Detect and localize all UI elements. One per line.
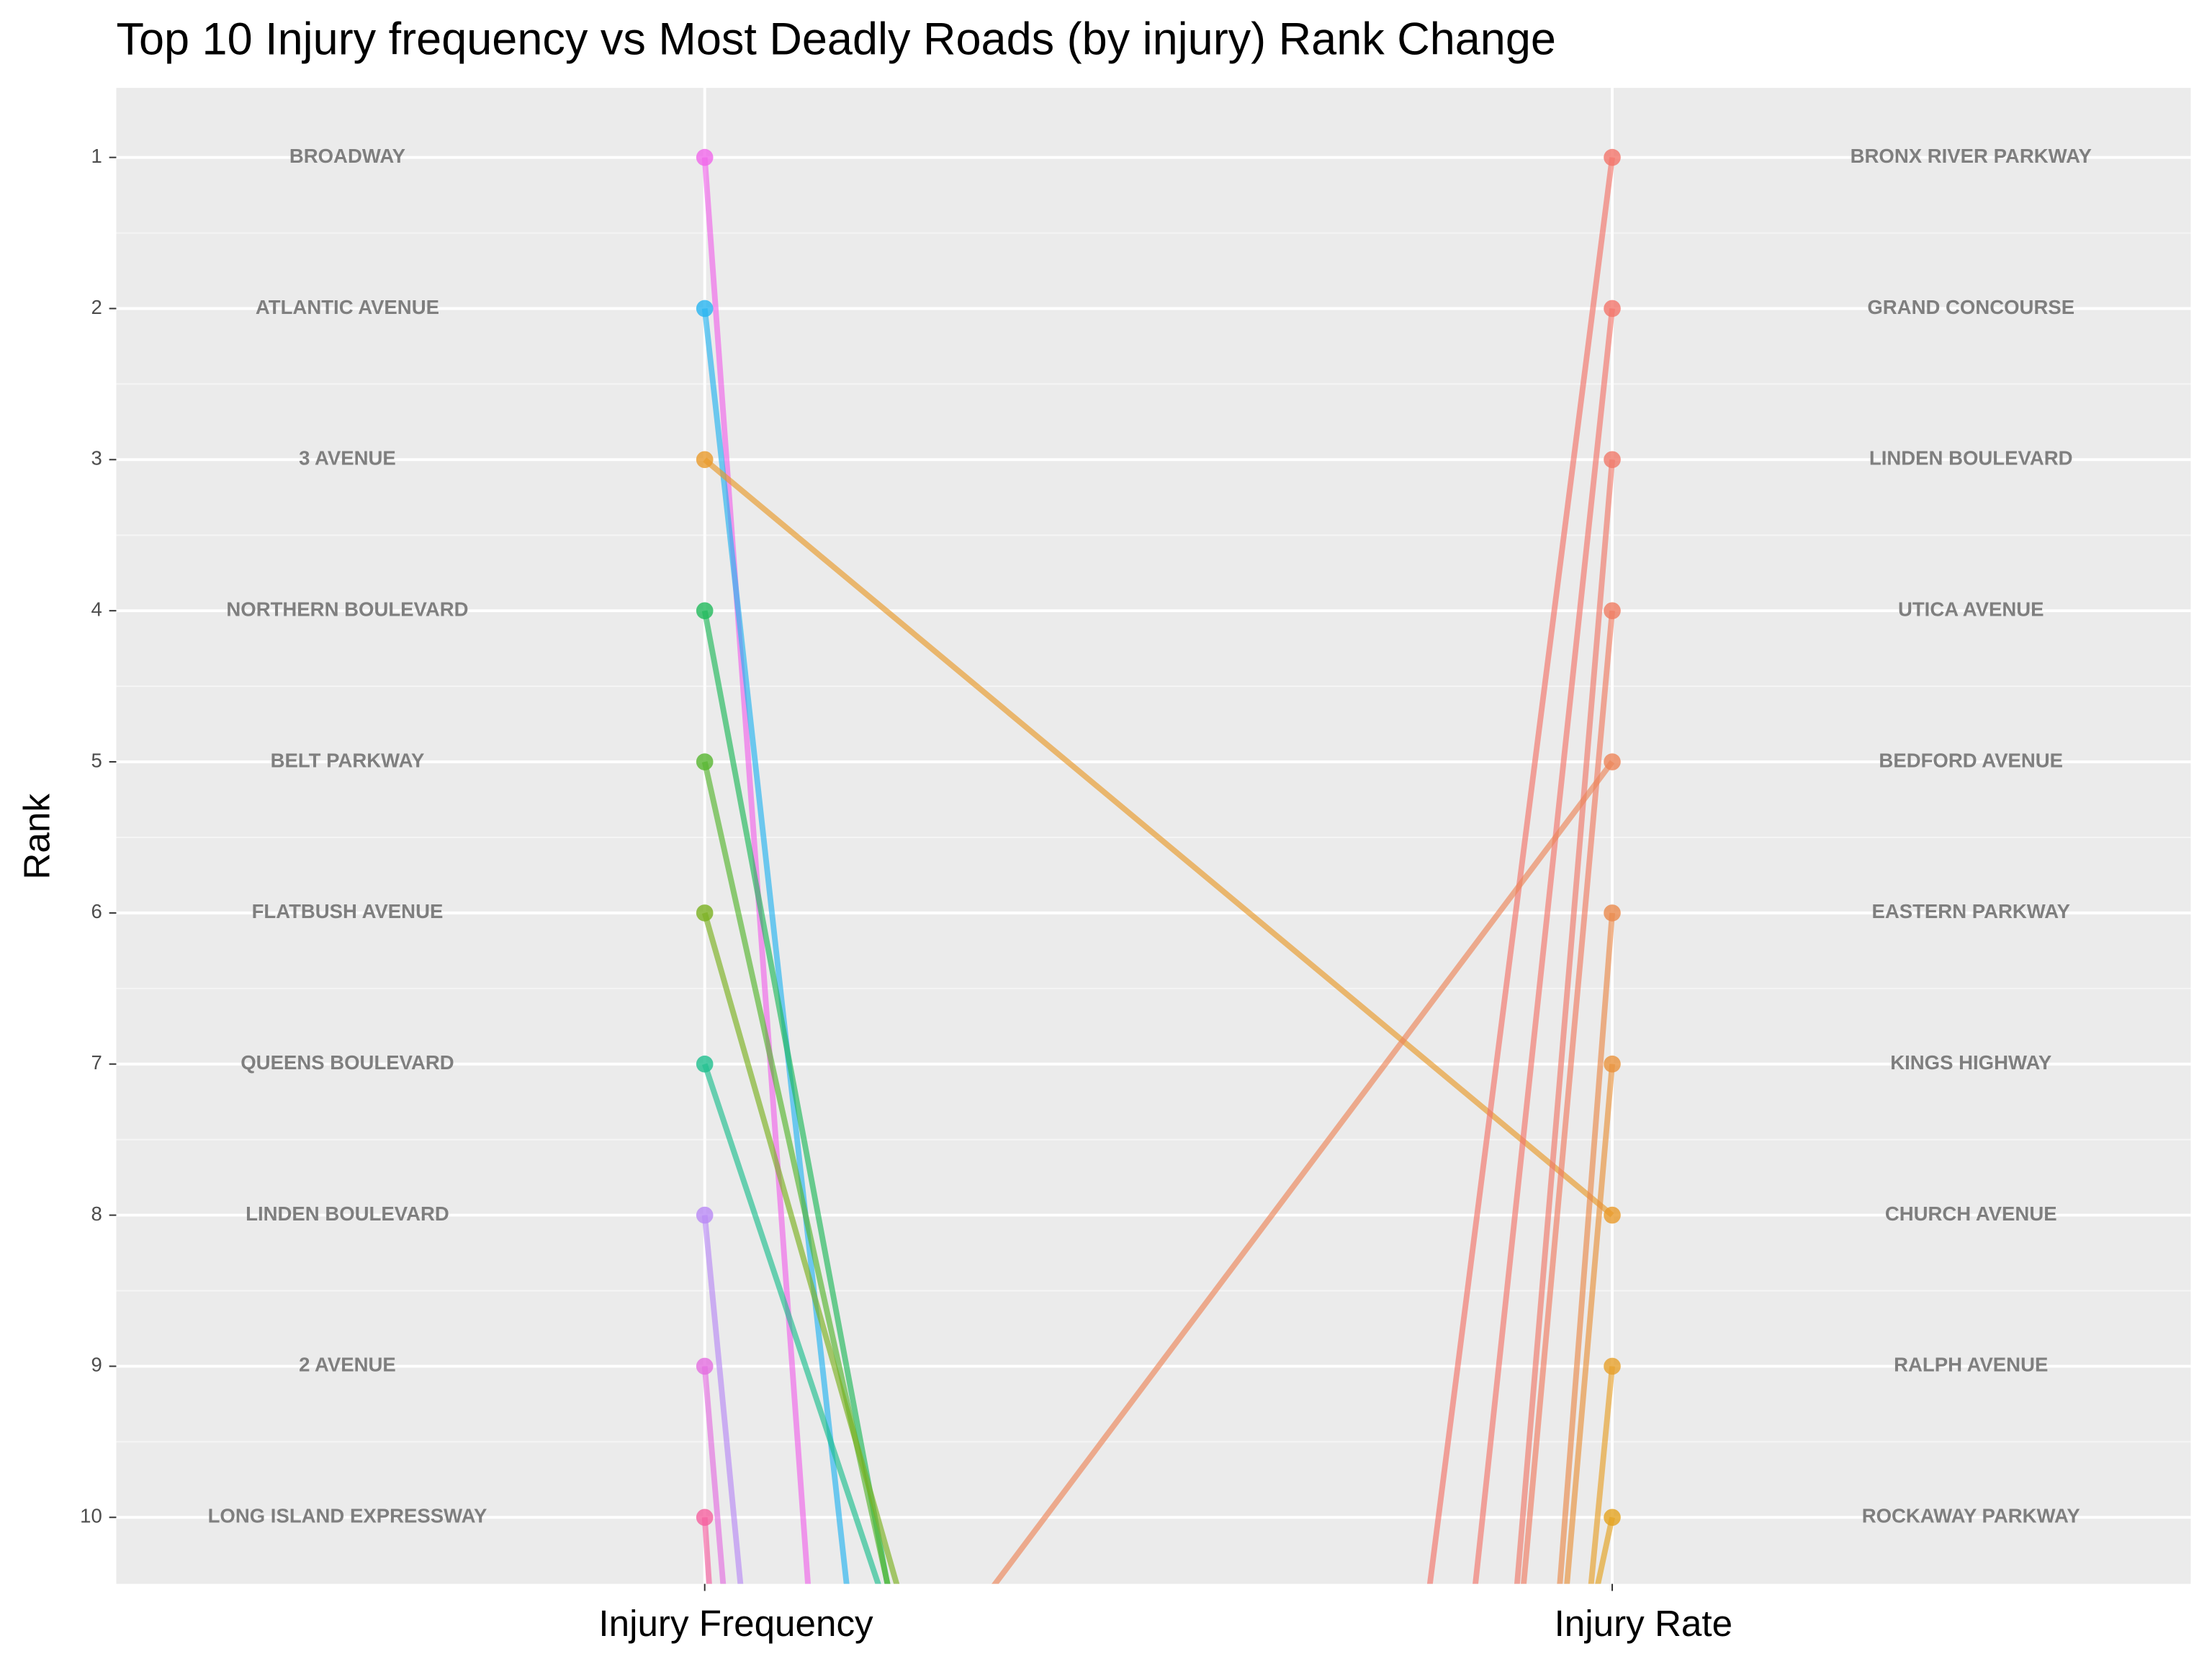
rank-point: [1604, 148, 1621, 166]
left-road-label: BELT PARKWAY: [271, 749, 425, 771]
x-tick-label: Injury Rate: [1555, 1603, 1733, 1644]
left-road-label: QUEENS BOULEVARD: [240, 1051, 454, 1074]
y-tick-label: 2: [91, 296, 102, 318]
y-tick-label: 7: [91, 1051, 102, 1074]
right-road-label: ROCKAWAY PARKWAY: [1862, 1505, 2080, 1527]
left-road-label: LONG ISLAND EXPRESSWAY: [208, 1505, 487, 1527]
rank-point: [1604, 451, 1621, 469]
slope-line: [701, 1063, 881, 1584]
right-road-label: BRONX RIVER PARKWAY: [1851, 145, 2092, 167]
right-road-label: UTICA AVENUE: [1898, 598, 2044, 620]
left-road-label: 3 AVENUE: [299, 447, 396, 469]
y-tick-label: 5: [91, 749, 102, 771]
left-road-label: NORTHERN BOULEVARD: [226, 598, 468, 620]
rank-point: [696, 451, 714, 469]
y-axis-label: Rank: [17, 793, 58, 880]
right-road-label: EASTERN PARKWAY: [1871, 900, 2070, 922]
right-road-label: CHURCH AVENUE: [1885, 1202, 2057, 1225]
right-road-label: BEDFORD AVENUE: [1879, 749, 2063, 771]
rank-point: [696, 602, 714, 619]
chart-title: Top 10 Injury frequency vs Most Deadly R…: [116, 14, 1555, 65]
y-tick-label: 9: [91, 1354, 102, 1376]
y-tick-label: 4: [91, 598, 102, 620]
rank-point: [1604, 300, 1621, 318]
labels: 1 2 3 4 5 6 7 8 9 10 Injury Frequency Injury Rate BR…: [80, 145, 2092, 1644]
left-road-label: 2 AVENUE: [299, 1354, 396, 1376]
rank-point: [696, 1509, 714, 1527]
left-road-label: BROADWAY: [289, 145, 405, 167]
slope-line: [701, 610, 891, 1584]
rank-point: [1604, 753, 1621, 770]
left-road-label: ATLANTIC AVENUE: [256, 296, 439, 318]
slope-line: [703, 457, 1614, 1218]
rank-point: [696, 1055, 714, 1073]
left-road-label: FLATBUSH AVENUE: [252, 900, 444, 922]
rank-point: [1604, 1509, 1621, 1527]
rank-point: [696, 904, 714, 922]
rank-point: [1604, 1357, 1621, 1375]
rank-point: [1604, 1206, 1621, 1224]
grid: [116, 88, 2191, 1584]
rank-point: [696, 300, 714, 318]
rank-point: [696, 1357, 714, 1375]
left-road-label: LINDEN BOULEVARD: [246, 1202, 449, 1225]
right-road-label: GRAND CONCOURSE: [1867, 296, 2074, 318]
rank-point: [696, 753, 714, 770]
slope-line: [1426, 157, 1615, 1584]
y-tick-label: 10: [80, 1505, 102, 1527]
y-tick-label: 3: [91, 447, 102, 469]
rank-point: [1604, 1055, 1621, 1073]
y-tick-label: 6: [91, 900, 102, 922]
slope-line: [992, 760, 1615, 1584]
rank-point: [1604, 904, 1621, 922]
slope-line: [701, 912, 900, 1584]
right-road-label: KINGS HIGHWAY: [1890, 1051, 2051, 1074]
rank-point: [696, 148, 714, 166]
rank-point: [696, 1206, 714, 1224]
right-road-label: LINDEN BOULEVARD: [1869, 447, 2073, 469]
marks: [696, 148, 1621, 1584]
y-tick-label: 1: [91, 145, 102, 167]
x-tick-label: Injury Frequency: [598, 1603, 873, 1644]
rank-point: [1604, 602, 1621, 619]
y-tick-label: 8: [91, 1202, 102, 1225]
right-road-label: RALPH AVENUE: [1894, 1354, 2048, 1376]
